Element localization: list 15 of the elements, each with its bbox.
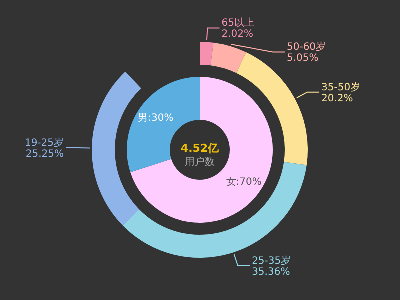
data-label: 25.25% — [26, 149, 64, 160]
slice-label: 19-25岁 — [24, 137, 64, 150]
slice-label: 35-50岁 — [322, 81, 361, 94]
slice-label: 女:70% — [226, 176, 262, 188]
data-label: 35.36% — [252, 266, 290, 278]
data-label: 2.02% — [222, 29, 254, 40]
slice-label: 25-35岁 — [252, 254, 292, 267]
data-label: 20.2% — [322, 93, 354, 104]
text: 用户数 — [185, 156, 215, 168]
slice-label: 65以上 — [222, 17, 254, 30]
slice-label: 男:30% — [138, 112, 174, 124]
text: 4.52亿 — [180, 142, 220, 155]
donut-slice — [130, 77, 273, 223]
slice-label: 50-60岁 — [286, 41, 326, 54]
data-label: 5.05% — [286, 53, 319, 64]
